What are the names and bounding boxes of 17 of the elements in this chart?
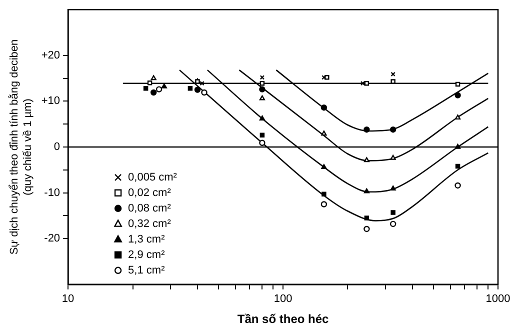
legend-label: 0,32 cm² [128,218,172,230]
y-axis-title: Sự dịch chuyển theo đỉnh tính bằng deciben (quy chiếu về 1 µm) [8,39,34,255]
legend-label: 5,1 cm² [128,264,166,276]
legend-label: 0,005 cm² [128,171,178,184]
y-tick-label: +10 [41,95,60,108]
legend-label: 1,3 cm² [128,233,166,246]
y-tick-label: 0 [54,141,60,154]
x-axis-title: Tần số theo héc [237,312,330,326]
legend-label: 2,9 cm² [128,248,166,261]
x-tick-label: 100 [274,293,292,306]
y-tick-label: -20 [44,232,60,245]
y-tick-label: -10 [44,186,60,199]
legend-label: 0,02 cm² [128,186,172,199]
x-tick-label: 10 [62,293,74,306]
legend-label: 0,08 cm² [128,202,172,214]
y-tick-label: +20 [41,49,60,62]
x-tick-label: 1000 [486,293,510,306]
